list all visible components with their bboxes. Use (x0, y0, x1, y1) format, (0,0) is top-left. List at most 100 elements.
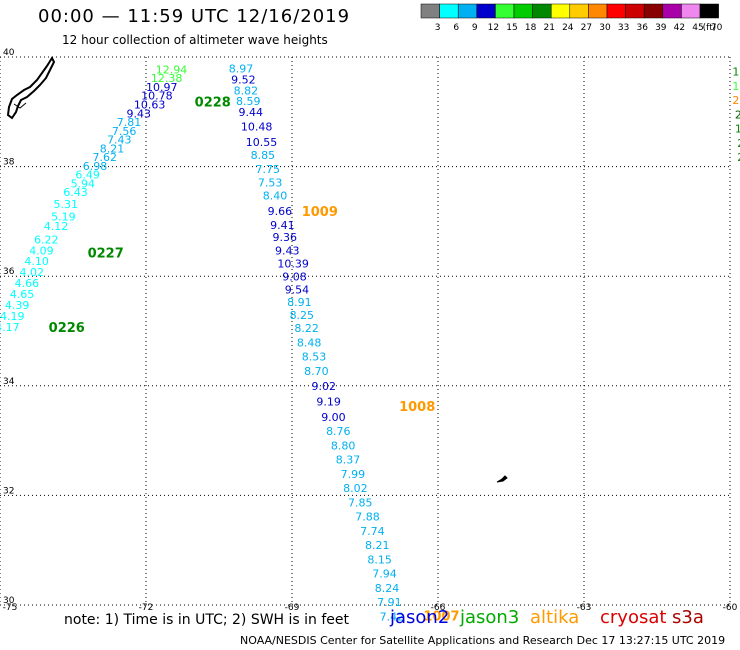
x-tick-label: -72 (139, 603, 154, 613)
swh-value-label: 5.31 (54, 198, 79, 211)
swh-value-label: 5.94 (71, 177, 96, 190)
x-tick-label: -60 (723, 603, 738, 613)
swh-value-label: 7.75 (256, 163, 281, 176)
pass-time-label: 1007 (423, 609, 459, 624)
swh-value-label: 8.91 (287, 296, 312, 309)
colorbar-tick-label: 21 (543, 23, 554, 33)
swh-value-label: 4.19 (0, 310, 25, 323)
swh-value-label: 8.21 (100, 142, 125, 155)
colorbar: 3 6 9 12 15 18 21 24 27 30 33 36 39 42 45 70 (ft) (420, 3, 723, 33)
swh-value-label: 8.76 (326, 425, 351, 438)
colorbar-tick-label: 30 (599, 23, 611, 33)
swh-value-label: 7.53 (258, 176, 283, 189)
y-tick-label: 40 (3, 48, 15, 58)
swh-value-label: 9.52 (231, 73, 256, 86)
credit-line: NOAA/NESDIS Center for Satellite Applica… (240, 634, 726, 647)
chart-title: 00:00 — 11:59 UTC 12/16/2019 (38, 6, 351, 27)
swh-value-label: 10.39 (277, 257, 309, 270)
swh-value-label: 8.53 (302, 351, 327, 364)
swh-value-label: 4.02 (19, 266, 44, 279)
swh-value-label: 9.43 (127, 107, 151, 120)
x-tick-label: -66 (431, 603, 446, 613)
swh-value-label: 8.82 (234, 84, 259, 97)
colorbar-tick-label: 42 (674, 23, 685, 33)
swh-value-label: 7.74 (360, 525, 385, 538)
swh-value-label: 8.70 (304, 365, 329, 378)
swh-value-label: 10.48 (241, 120, 273, 133)
swh-value-label: 7.88 (355, 511, 380, 524)
colorbar-tick-label: 27 (581, 23, 592, 33)
swh-value-label: 20.69 (735, 108, 740, 121)
swh-value-label: 7.43 (107, 134, 132, 147)
y-tick-label: 30 (3, 596, 15, 606)
swh-value-label: 4.17 (0, 321, 20, 334)
x-tick-label: -75 (3, 603, 18, 613)
pass-time-label: 1009 (302, 205, 338, 220)
colorbar-tick-label: 33 (618, 23, 629, 33)
satellite-legend-cryosat: cryosat (600, 607, 667, 628)
swh-value-label: 4.66 (15, 277, 40, 290)
swh-value-label: 15.59 (732, 66, 740, 79)
swh-value-label: 9.19 (316, 396, 341, 409)
footer-note: note: 1) Time is in UTC; 2) SWH is in fe… (64, 612, 350, 628)
swh-value-label: 20.95 (737, 137, 740, 150)
pass-time-label: 0227 (88, 247, 124, 262)
swh-value-label: 6.98 (83, 160, 108, 173)
swh-value-label: 8.22 (294, 322, 319, 335)
swh-value-label: 6.22 (34, 233, 59, 246)
swh-value-label: 6.49 (75, 169, 100, 182)
colorbar-tick-label: 36 (636, 23, 648, 33)
swh-value-label: 9.66 (268, 205, 293, 218)
colorbar-tick-label: 45 (692, 23, 703, 33)
swh-value-label: 13.80 (732, 80, 740, 93)
chart-subtitle: 12 hour collection of altimeter wave hei… (62, 33, 328, 47)
swh-value-label: 7.99 (341, 468, 366, 481)
colorbar-tick-label: 9 (472, 23, 478, 33)
coastline (6, 55, 508, 483)
y-tick-label: 38 (3, 158, 15, 168)
colorbar-tick-label: 12 (488, 23, 499, 33)
swh-value-label: 4.12 (44, 220, 69, 233)
swh-value-label: 7.85 (348, 496, 373, 509)
swh-value-label: 8.59 (236, 95, 260, 108)
swh-value-label: 8.97 (229, 62, 254, 75)
swh-value-label: 7.42 (380, 610, 405, 623)
swh-value-label: 9.41 (270, 219, 295, 232)
swh-value-label: 4.39 (5, 299, 30, 312)
swh-value-label: 9.08 (282, 271, 307, 284)
colorbar-tick-label: 15 (506, 23, 517, 33)
swh-value-label: 4.65 (10, 288, 35, 301)
swh-value-label: 8.80 (331, 439, 356, 452)
swh-value-label: 9.43 (275, 244, 300, 257)
swh-value-label: 8.85 (251, 149, 276, 162)
swh-value-label: 6.43 (63, 186, 87, 199)
swh-value-label: 12.38 (151, 72, 183, 85)
swh-value-label: 10.97 (146, 81, 178, 94)
swh-value-label: 9.02 (311, 380, 336, 393)
swh-value-label: 7.56 (112, 125, 137, 138)
swh-value-label: 4.10 (24, 255, 49, 268)
swh-value-label: 8.24 (375, 582, 400, 595)
swh-value-label: 27.35 (732, 94, 740, 107)
swh-value-label: 8.21 (365, 539, 390, 552)
satellite-legend-jason3: jason3 (460, 607, 520, 628)
colorbar-tick-label: 70 (711, 23, 723, 33)
swh-value-label: 5.19 (51, 210, 76, 223)
colorbar-tick-label: 39 (655, 23, 667, 33)
swh-value-label: 8.40 (263, 189, 288, 202)
x-tick-label: -63 (577, 603, 592, 613)
swh-value-label: 7.62 (92, 151, 117, 164)
swh-value-label: 8.48 (297, 336, 322, 349)
swh-value-label: 9.44 (238, 106, 263, 119)
colorbar-tick-label: 3 (435, 23, 441, 33)
x-tick-label: -69 (285, 603, 300, 613)
swh-value-label: 8.25 (290, 309, 315, 322)
swh-value-label: 7.81 (117, 116, 142, 129)
swh-value-label: 4.09 (29, 244, 54, 257)
y-tick-label: 36 (3, 267, 15, 277)
swh-value-label: 8.15 (367, 553, 392, 566)
swh-value-label: 8.37 (336, 454, 361, 467)
swh-value-label: 9.00 (321, 411, 346, 424)
